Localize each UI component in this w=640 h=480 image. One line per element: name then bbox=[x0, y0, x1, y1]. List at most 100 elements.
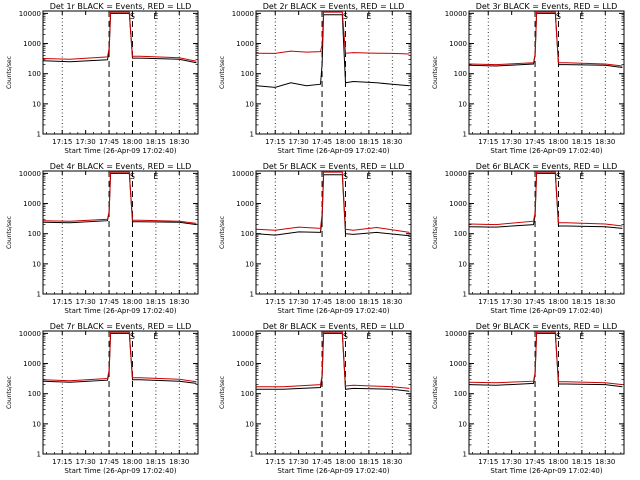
chart-panel-det-1: Det 1r BLACK = Events, RED = LLD 1 10 100 10… bbox=[6, 2, 199, 155]
y-tick-label: 100 bbox=[28, 70, 41, 78]
x-tick-label: 18:15 bbox=[146, 138, 166, 146]
chart-panel-det-8: Det 8r BLACK = Events, RED = LLD 1 10 100 10… bbox=[219, 322, 412, 475]
plot-frame bbox=[255, 170, 412, 295]
end-marker-label: E bbox=[366, 12, 371, 21]
y-tick-label: 1000 bbox=[449, 40, 467, 48]
y-axis-label: Counts/sec bbox=[6, 376, 13, 409]
y-tick-label: 10 bbox=[245, 420, 254, 428]
y-tick-label: 1 bbox=[250, 291, 254, 299]
y-tick-label: 1 bbox=[37, 291, 41, 299]
y-tick-label: 1000 bbox=[236, 360, 254, 368]
y-tick-label: 10000 bbox=[445, 330, 467, 338]
series-line-events bbox=[469, 172, 623, 229]
chart-panel-det-9: Det 9r BLACK = Events, RED = LLD 1 10 100 10… bbox=[432, 322, 625, 475]
series-line-lld bbox=[43, 11, 197, 62]
chart-panel-det-7: Det 7r BLACK = Events, RED = LLD 1 10 100 10… bbox=[6, 322, 199, 475]
series-line-lld bbox=[43, 331, 197, 383]
plot-frame bbox=[42, 330, 199, 455]
x-axis-label: Start Time (26-Apr-09 17:02:40) bbox=[490, 307, 602, 315]
x-tick-label: 18:00 bbox=[122, 138, 142, 146]
x-tick-label: 17:15 bbox=[478, 298, 498, 306]
series-line-events bbox=[43, 172, 197, 226]
plot-frame bbox=[255, 10, 412, 135]
x-tick-label: 18:15 bbox=[359, 458, 379, 466]
start-marker-label: S bbox=[343, 12, 348, 21]
series-line-events bbox=[43, 12, 197, 64]
x-tick-label: 18:00 bbox=[335, 458, 355, 466]
end-marker-label: E bbox=[153, 332, 158, 341]
chart-title: Det 8r BLACK = Events, RED = LLD bbox=[263, 322, 405, 331]
y-tick-label: 10000 bbox=[232, 330, 254, 338]
y-tick-label: 10 bbox=[458, 260, 467, 268]
y-tick-label: 100 bbox=[241, 390, 254, 398]
chart-title: Det 6r BLACK = Events, RED = LLD bbox=[476, 162, 618, 171]
x-tick-label: 17:45 bbox=[312, 458, 332, 466]
start-marker-label: S bbox=[556, 332, 561, 341]
series-line-events bbox=[469, 12, 623, 68]
y-tick-label: 1 bbox=[463, 451, 467, 459]
x-tick-label: 17:15 bbox=[52, 138, 72, 146]
x-axis-label: Start Time (26-Apr-09 17:02:40) bbox=[64, 307, 176, 315]
x-tick-label: 18:15 bbox=[146, 458, 166, 466]
start-marker-label: S bbox=[130, 172, 135, 181]
x-tick-label: 17:45 bbox=[312, 138, 332, 146]
y-tick-label: 10000 bbox=[445, 170, 467, 178]
y-tick-label: 10000 bbox=[232, 170, 254, 178]
x-tick-label: 18:00 bbox=[548, 138, 568, 146]
plot-frame bbox=[42, 170, 199, 295]
plot-frame bbox=[468, 170, 625, 295]
series-line-lld bbox=[469, 11, 623, 67]
y-tick-label: 100 bbox=[454, 390, 467, 398]
y-tick-label: 10 bbox=[32, 100, 41, 108]
x-tick-label: 18:30 bbox=[169, 298, 189, 306]
x-tick-label: 18:00 bbox=[548, 458, 568, 466]
y-axis-label: Counts/sec bbox=[219, 376, 226, 409]
end-marker-label: E bbox=[366, 332, 371, 341]
x-axis-label: Start Time (26-Apr-09 17:02:40) bbox=[277, 147, 389, 155]
series-line-lld bbox=[256, 11, 410, 55]
chart-title: Det 4r BLACK = Events, RED = LLD bbox=[50, 162, 192, 171]
chart-title: Det 3r BLACK = Events, RED = LLD bbox=[476, 2, 618, 11]
start-marker-label: S bbox=[556, 12, 561, 21]
x-axis-label: Start Time (26-Apr-09 17:02:40) bbox=[64, 147, 176, 155]
y-tick-label: 100 bbox=[454, 230, 467, 238]
x-tick-label: 17:45 bbox=[99, 298, 119, 306]
y-tick-label: 1 bbox=[37, 451, 41, 459]
y-tick-label: 1 bbox=[463, 131, 467, 139]
x-tick-label: 18:30 bbox=[595, 458, 615, 466]
x-tick-label: 18:15 bbox=[572, 298, 592, 306]
y-tick-label: 1000 bbox=[23, 200, 41, 208]
x-tick-label: 17:30 bbox=[502, 298, 522, 306]
x-tick-label: 18:30 bbox=[382, 458, 402, 466]
y-tick-label: 1000 bbox=[236, 200, 254, 208]
y-tick-label: 1 bbox=[250, 131, 254, 139]
y-tick-label: 1 bbox=[37, 131, 41, 139]
start-marker-label: S bbox=[343, 172, 348, 181]
y-tick-label: 10 bbox=[458, 100, 467, 108]
y-tick-label: 100 bbox=[28, 230, 41, 238]
x-tick-label: 18:15 bbox=[572, 458, 592, 466]
y-tick-label: 1 bbox=[250, 451, 254, 459]
y-tick-label: 10000 bbox=[19, 330, 41, 338]
x-tick-label: 18:00 bbox=[335, 138, 355, 146]
series-line-lld bbox=[469, 171, 623, 227]
chart-panel-det-6: Det 6r BLACK = Events, RED = LLD 1 10 100 10… bbox=[432, 162, 625, 315]
x-tick-label: 18:30 bbox=[382, 298, 402, 306]
x-tick-label: 17:15 bbox=[478, 458, 498, 466]
chart-panel-det-2: Det 2r BLACK = Events, RED = LLD 1 10 100 10… bbox=[219, 2, 412, 155]
x-axis-label: Start Time (26-Apr-09 17:02:40) bbox=[490, 467, 602, 475]
y-tick-label: 10 bbox=[245, 260, 254, 268]
start-marker-label: S bbox=[556, 172, 561, 181]
x-tick-label: 17:45 bbox=[525, 298, 545, 306]
x-tick-label: 17:15 bbox=[52, 458, 72, 466]
end-marker-label: E bbox=[153, 172, 158, 181]
series-line-lld bbox=[256, 331, 410, 389]
series-line-events bbox=[256, 332, 410, 392]
chart-panel-det-5: Det 5r BLACK = Events, RED = LLD 1 10 100 10… bbox=[219, 162, 412, 315]
y-tick-label: 1000 bbox=[23, 360, 41, 368]
x-tick-label: 18:15 bbox=[359, 138, 379, 146]
y-axis-label: Counts/sec bbox=[6, 216, 13, 249]
series-line-lld bbox=[43, 171, 197, 224]
x-tick-label: 18:30 bbox=[595, 298, 615, 306]
